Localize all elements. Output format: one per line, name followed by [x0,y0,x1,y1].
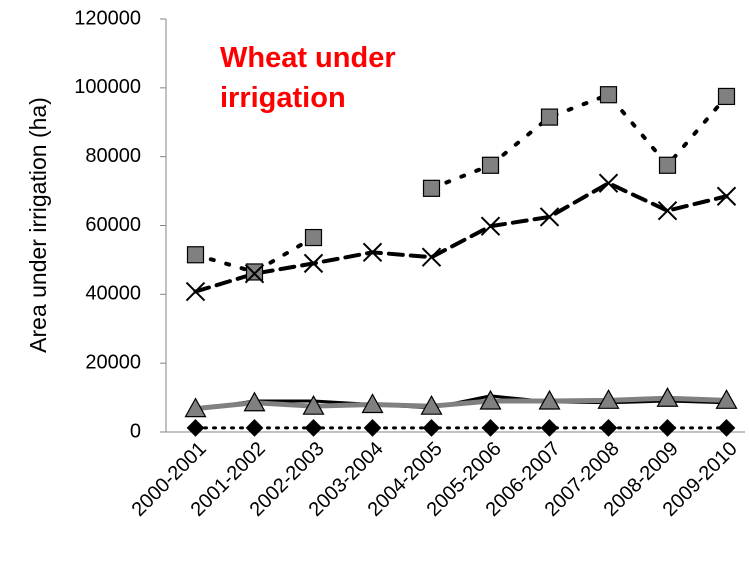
x-marker [657,200,678,221]
square-marker [422,179,441,197]
x-marker [362,242,383,263]
y-axis-label: Area under irrigation (ha) [25,97,51,353]
y-tick-label: 120000 [74,7,141,29]
x-marker [716,186,737,206]
x-marker [244,263,265,284]
triangle-marker [420,394,443,415]
triangle-marker [656,387,679,407]
diamond-marker [717,419,736,437]
triangle-marker [361,393,384,414]
triangle-marker [479,389,502,410]
diamond-marker [363,419,382,437]
triangle-marker [597,389,620,409]
square-marker [186,246,205,264]
square-marker [245,263,264,281]
series-line [193,395,729,412]
x-marker [185,281,206,302]
triangle-marker [538,389,561,410]
square-marker [658,156,677,174]
diamond-marker [304,419,323,437]
diamond-marker [245,419,264,437]
diamond-marker [422,419,441,437]
y-tick-label: 0 [130,420,141,442]
diamond-marker [599,419,618,437]
square-marker [304,228,323,247]
y-tick-label: 60000 [85,214,141,236]
square-marker [599,86,618,104]
square-marker [540,108,559,126]
series-line [193,92,729,274]
x-marker [421,247,442,267]
triangle-marker [243,391,266,412]
diamond-marker [658,419,677,437]
triangle-marker [184,397,207,418]
x-marker [598,173,619,193]
y-tick-label: 20000 [85,351,141,373]
triangle-marker [302,394,325,415]
series-line [193,181,729,294]
square-marker [717,87,736,106]
diamond-marker [481,419,500,437]
triangle-marker [715,389,738,409]
y-tick-label: 80000 [85,145,141,167]
x-marker [303,253,324,274]
y-tick-label: 40000 [85,283,141,305]
diamond-marker [540,419,559,437]
diamond-marker [186,419,205,437]
chart-title: Wheat under irrigation [220,42,396,114]
square-marker [481,156,500,174]
y-tick-label: 100000 [74,76,141,98]
x-marker [539,207,560,227]
x-marker [480,216,501,236]
